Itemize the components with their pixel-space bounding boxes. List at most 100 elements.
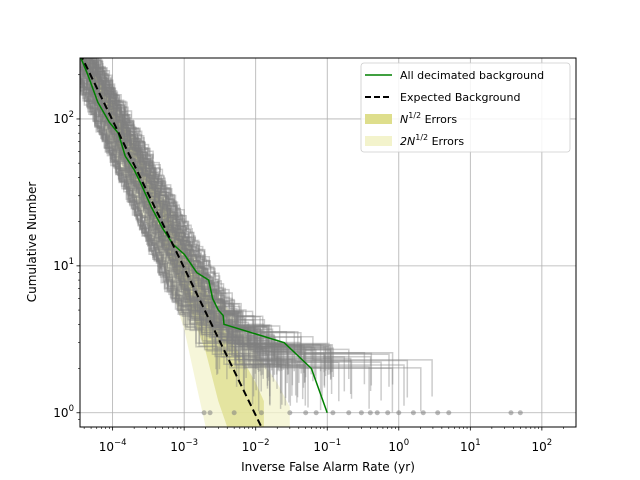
background-trial-curve <box>100 58 334 372</box>
background-trials <box>80 58 523 416</box>
background-trial-point <box>303 410 309 416</box>
background-trial-curve <box>80 78 262 392</box>
legend-box <box>360 62 571 153</box>
background-trial-curve <box>80 73 332 379</box>
background-trial-curve <box>92 59 280 370</box>
background-trial-point <box>287 410 293 416</box>
legend-swatch-err2 <box>365 136 392 146</box>
background-trial-curve <box>89 58 261 372</box>
background-trial-curve <box>94 58 322 372</box>
background-trial-curve <box>80 77 228 380</box>
background-trial-point <box>330 410 336 416</box>
background-trial-curve <box>88 58 330 370</box>
background-trial-point <box>374 410 380 416</box>
background-trial-curve <box>95 58 390 387</box>
background-trial-point <box>358 410 364 416</box>
background-trial-curve <box>90 58 269 386</box>
background-trial-point <box>446 410 452 416</box>
background-trial-point <box>410 410 416 416</box>
background-trial-curve <box>97 58 276 375</box>
background-trial-curve <box>84 63 255 379</box>
plot-frame <box>79 57 577 428</box>
background-trial-point <box>367 410 373 416</box>
background-trial-point <box>385 410 391 416</box>
background-trial-curve <box>84 58 335 377</box>
background-trial-curve <box>80 63 281 372</box>
background-trial-curve <box>80 60 316 376</box>
background-trial-curve <box>80 68 297 396</box>
legend-label-decimated: All decimated background <box>400 69 544 82</box>
background-trial-curve <box>80 58 257 369</box>
background-trial-curve <box>88 59 282 409</box>
background-trial-curve <box>80 69 422 412</box>
background-trial-curve <box>93 58 394 385</box>
background-trial-curve <box>94 63 307 378</box>
background-trial-curve <box>80 67 238 387</box>
x-tick-label: 10−1 <box>313 438 341 454</box>
background-trial-curve <box>80 59 370 409</box>
legend-label-err2: 2N1/2 Errors <box>400 133 464 148</box>
background-trial-curve <box>87 58 306 382</box>
background-trial-point <box>231 410 237 416</box>
background-trial-curve <box>80 63 332 380</box>
background-trial-curve <box>98 58 394 413</box>
y-axis-label: Cumulative Number <box>25 182 39 303</box>
background-trial-curve <box>80 58 290 403</box>
y-tick-label: 100 <box>53 404 74 420</box>
background-trial-point <box>420 410 426 416</box>
background-trial-curve <box>100 61 373 386</box>
background-trial-curve <box>80 76 322 411</box>
background-trial-curve <box>80 79 217 370</box>
background-trial-curve <box>82 58 269 389</box>
background-trial-point <box>517 410 523 416</box>
series-expected-background <box>81 58 263 427</box>
background-trial-curve <box>80 79 221 370</box>
background-trial-curve <box>80 71 346 392</box>
background-trial-curve <box>80 73 273 371</box>
background-trial-curve <box>85 58 317 380</box>
background-trial-point <box>346 410 352 416</box>
y-tick-label: 101 <box>53 257 74 273</box>
background-trial-point <box>435 410 441 416</box>
background-trial-curve <box>80 62 382 401</box>
x-tick-label: 102 <box>532 438 553 454</box>
background-trial-point <box>258 410 264 416</box>
legend: All decimated background Expected Backgro… <box>360 62 571 153</box>
background-trial-curve <box>84 59 332 373</box>
background-trial-curve <box>80 71 245 391</box>
background-trial-curve <box>90 58 264 379</box>
background-trial-curve <box>89 61 299 398</box>
background-trial-curve <box>88 58 325 373</box>
background-trial-curve <box>85 59 246 370</box>
background-trial-curve <box>80 58 270 381</box>
background-trial-curve <box>80 80 240 382</box>
x-tick-label: 10−2 <box>242 438 270 454</box>
background-trial-curve <box>80 75 304 400</box>
background-trial-point <box>508 410 514 416</box>
background-trial-curve <box>90 58 289 375</box>
background-trial-curve <box>80 59 283 371</box>
background-trial-curve <box>89 58 287 406</box>
x-tick-label: 101 <box>460 438 481 454</box>
background-trial-curve <box>91 58 295 372</box>
background-trial-curve <box>80 77 294 386</box>
background-trial-curve <box>91 58 329 375</box>
background-trial-curve <box>93 58 268 379</box>
legend-label-err1: N1/2 Errors <box>400 111 457 126</box>
background-trial-curve <box>93 63 302 374</box>
background-trial-curve <box>80 78 323 397</box>
background-trial-curve <box>80 75 352 394</box>
background-trial-curve <box>82 58 287 399</box>
background-trial-curve <box>80 79 259 370</box>
background-trial-curve <box>100 60 274 378</box>
background-trial-curve <box>84 58 409 398</box>
background-trial-curve <box>80 73 278 375</box>
background-trial-curve <box>80 58 255 397</box>
background-trial-curve <box>89 62 283 405</box>
legend-swatch-err1 <box>365 114 392 124</box>
background-trial-curve <box>82 58 292 406</box>
background-trial-curve <box>80 72 405 406</box>
x-tick-label: 10−3 <box>170 438 198 454</box>
background-trial-curve <box>92 58 275 382</box>
